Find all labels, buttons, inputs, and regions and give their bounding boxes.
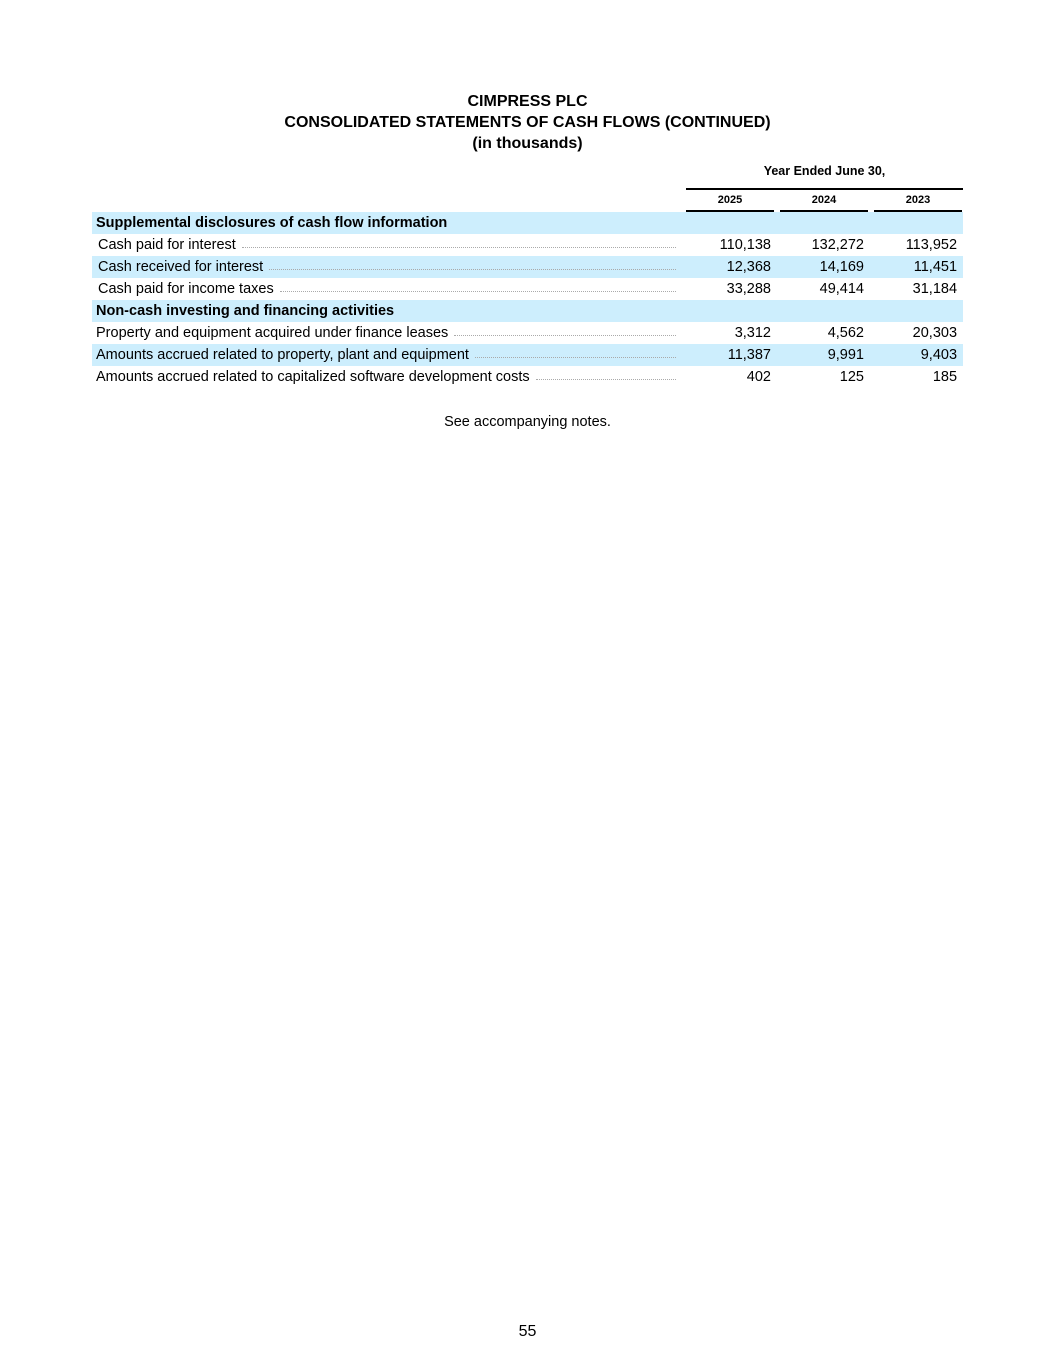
value-cell: 20,303 [912,325,958,341]
table-row: Property and equipment acquired under fi… [92,322,963,344]
row-label: Cash paid for income taxes [98,281,274,297]
leader-dots [241,247,676,248]
row-label-cell: Cash paid for income taxes [92,278,684,300]
row-label-wrap: Cash paid for interest [98,237,684,253]
leader-dots [535,379,676,380]
value-cell: 9,991 [777,344,870,366]
value-cell: 132,272 [811,237,864,253]
table-row: Cash paid for interest 110,138 132,272 113,… [92,234,963,256]
row-label-cell: Amounts accrued related to capitalized s… [92,366,684,388]
section-label: Supplemental disclosures of cash flow in… [92,212,964,234]
company-name: CIMPRESS PLC [467,93,588,110]
units-note: (in thousands) [472,135,583,152]
statement-name: CONSOLIDATED STATEMENTS OF CASH FLOWS (C… [284,114,771,131]
year-column-header: 2023 [874,194,962,212]
statement-title: CIMPRESS PLC CONSOLIDATED STATEMENTS OF … [0,91,1055,154]
value-cell: 185 [932,369,958,385]
row-label: Property and equipment acquired under fi… [96,325,449,341]
row-label-cell: Property and equipment acquired under fi… [92,322,684,344]
value-cell: 49,414 [819,281,864,297]
value-cell: 9,403 [870,344,964,366]
value-cell: 33,288 [726,281,771,297]
page-number: 55 [518,1323,537,1340]
value-cell: 3,312 [734,325,771,341]
leader-dots [454,335,676,336]
value-cell: 113,952 [905,237,958,253]
row-label: Amounts accrued related to property, pla… [96,347,469,363]
leader-dots [474,357,676,358]
table-row: Amounts accrued related to property, pla… [92,344,964,366]
value-cell: 110,138 [719,237,771,253]
row-label-cell: Cash received for interest [92,256,684,278]
row-label: Cash paid for interest [98,237,236,253]
value-cell: 4,562 [827,325,864,341]
row-label-wrap: Amounts accrued related to capitalized s… [96,369,684,385]
row-label-cell: Amounts accrued related to property, pla… [92,344,684,366]
footer-note: See accompanying notes. [444,414,611,430]
value-cell: 125 [839,369,864,385]
row-label: Amounts accrued related to capitalized s… [96,369,530,385]
section-header-row: Supplemental disclosures of cash flow in… [92,212,964,234]
leader-dots [269,269,676,270]
section-label: Non-cash investing and financing activit… [92,300,964,322]
value-cell: 12,368 [684,256,777,278]
table-row: Cash received for interest 12,368 14,169 11… [92,256,964,278]
period-rule [686,188,963,190]
table-row: Cash paid for income taxes 33,288 49,414 31… [92,278,963,300]
leader-dots [279,291,676,292]
section-header-row: Non-cash investing and financing activit… [92,300,964,322]
cash-flow-table: Supplemental disclosures of cash flow in… [92,212,964,388]
year-column-header: 2025 [686,194,774,212]
row-label: Cash received for interest [98,259,264,275]
value-cell: 11,451 [870,256,964,278]
row-label-wrap: Cash paid for income taxes [98,281,684,297]
row-label-wrap: Property and equipment acquired under fi… [96,325,684,341]
value-cell: 402 [746,369,771,385]
value-cell: 14,169 [777,256,870,278]
year-column-header: 2024 [780,194,868,212]
value-cell: 11,387 [684,344,777,366]
period-header: Year Ended June 30, [763,164,886,178]
row-label-wrap: Cash received for interest [98,259,684,275]
value-cell: 31,184 [912,281,958,297]
table-row: Amounts accrued related to capitalized s… [92,366,963,388]
row-label-wrap: Amounts accrued related to property, pla… [96,347,684,363]
row-label-cell: Cash paid for interest [92,234,684,256]
